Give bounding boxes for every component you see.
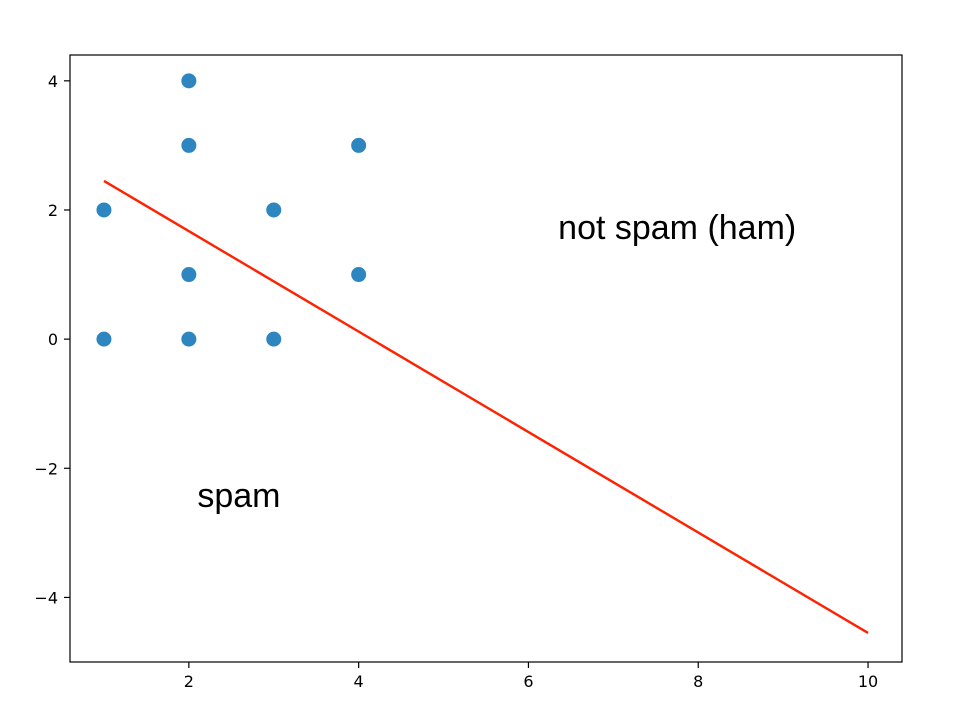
x-tick-label: 10 <box>858 672 878 691</box>
scatter-point <box>96 202 112 218</box>
annotation-not-spam: not spam (ham) <box>558 209 796 247</box>
x-tick-label: 2 <box>184 672 194 691</box>
y-tick-label: 0 <box>48 330 58 349</box>
x-tick-label: 4 <box>354 672 364 691</box>
y-tick-label: −4 <box>34 588 58 607</box>
scatter-point <box>96 331 112 347</box>
y-tick-label: 2 <box>48 201 58 220</box>
scatter-point <box>266 331 282 347</box>
plot-area: 2 4 6 8 10 −4 −2 0 2 4 not spam (ham) spam <box>34 54 903 691</box>
scatter-point <box>181 137 197 153</box>
scatter-point <box>181 267 197 283</box>
plot-frame <box>69 54 903 663</box>
scatter-point <box>351 137 367 153</box>
y-tick-label: 4 <box>48 72 58 91</box>
annotation-spam: spam <box>197 477 280 515</box>
scatter-point <box>351 267 367 283</box>
x-tick-label: 6 <box>523 672 533 691</box>
x-tick-label: 8 <box>693 672 703 691</box>
scatter-point <box>266 202 282 218</box>
decision-boundary-line <box>103 179 869 634</box>
scatter-point <box>181 331 197 347</box>
y-tick-label: −2 <box>34 459 58 478</box>
scatter-point <box>181 73 197 89</box>
